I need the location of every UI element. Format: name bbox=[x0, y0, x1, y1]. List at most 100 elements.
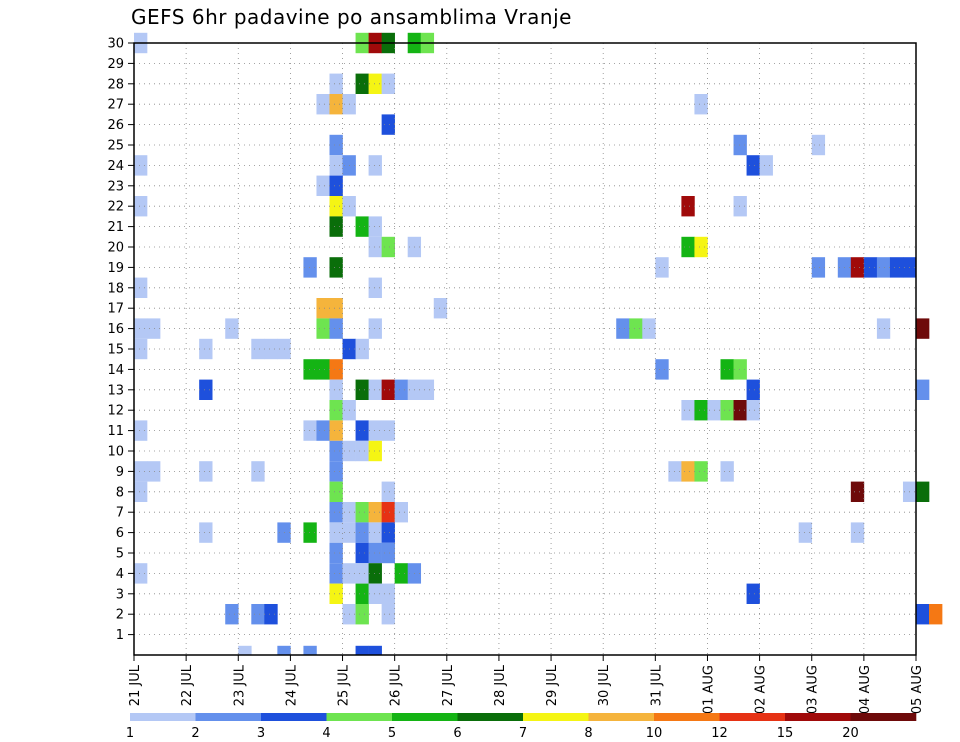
heatmap-cell bbox=[355, 522, 369, 543]
chart-title: GEFS 6hr padavine po ansamblima Vranje bbox=[131, 5, 572, 29]
colorbar-swatch bbox=[457, 713, 524, 721]
heatmap-cell bbox=[264, 338, 278, 360]
heatmap-cell bbox=[368, 542, 382, 564]
heatmap-cell bbox=[329, 563, 343, 584]
heatmap-cell bbox=[368, 420, 382, 441]
heatmap-cell bbox=[316, 359, 330, 380]
heatmap-cell bbox=[355, 216, 369, 237]
heatmap-cell bbox=[381, 502, 395, 523]
heatmap-cell bbox=[329, 216, 343, 237]
heatmap-cell bbox=[264, 604, 278, 625]
colorbar-swatch bbox=[326, 713, 393, 721]
y-tick-label: 1 bbox=[116, 628, 124, 643]
y-tick-label: 23 bbox=[107, 179, 124, 194]
heatmap-cell bbox=[811, 257, 826, 278]
heatmap-cell bbox=[329, 502, 343, 523]
heatmap-cell bbox=[746, 155, 760, 176]
y-tick-label: 26 bbox=[107, 118, 124, 133]
x-tick-label: 01 AUG bbox=[701, 665, 716, 714]
heatmap-cell bbox=[368, 155, 382, 176]
heatmap-cell bbox=[746, 583, 760, 604]
heatmap-cell bbox=[394, 502, 408, 523]
x-tick-label: 04 AUG bbox=[858, 665, 873, 714]
heatmap-cell bbox=[316, 94, 330, 115]
y-tick-label: 17 bbox=[107, 302, 124, 317]
x-tick-label: 05 AUG bbox=[910, 665, 925, 714]
heatmap-cell bbox=[355, 604, 369, 625]
x-tick-label: 25 JUL bbox=[337, 664, 352, 706]
y-tick-label: 29 bbox=[107, 57, 124, 72]
heatmap-cell bbox=[368, 522, 382, 543]
heatmap-cell bbox=[368, 440, 382, 462]
heatmap-cell bbox=[329, 257, 343, 278]
x-tick-label: 29 JUL bbox=[545, 664, 560, 706]
heatmap-cell bbox=[798, 522, 813, 543]
x-tick-label: 30 JUL bbox=[597, 664, 612, 706]
colorbar-swatch bbox=[523, 713, 589, 721]
x-tick-label: 03 AUG bbox=[806, 665, 821, 714]
colorbar-swatch bbox=[785, 713, 851, 721]
heatmap-cell bbox=[355, 440, 369, 462]
y-axis: 1234567891011121314151617181920212223242… bbox=[107, 37, 134, 643]
colorbar-swatch bbox=[654, 713, 720, 721]
heatmap-cell bbox=[147, 318, 161, 339]
heatmap-cell bbox=[733, 400, 747, 421]
heatmap-cell bbox=[303, 359, 317, 380]
y-tick-label: 2 bbox=[116, 608, 124, 623]
cells-layer bbox=[134, 32, 943, 655]
heatmap-cell bbox=[251, 461, 265, 482]
heatmap-cell bbox=[199, 461, 213, 482]
colorbar-swatch bbox=[588, 713, 655, 721]
heatmap-cell bbox=[368, 277, 382, 298]
y-tick-label: 24 bbox=[107, 159, 124, 174]
x-tick-label: 28 JUL bbox=[493, 664, 508, 706]
y-tick-label: 18 bbox=[107, 281, 124, 296]
y-tick-label: 21 bbox=[107, 220, 124, 235]
heatmap-cell bbox=[329, 73, 343, 94]
heatmap-cell bbox=[329, 94, 343, 115]
heatmap-cell bbox=[329, 461, 343, 482]
heatmap-cell bbox=[642, 318, 656, 339]
heatmap-cell bbox=[329, 542, 343, 564]
colorbar-label: 3 bbox=[257, 726, 265, 741]
heatmap-cell bbox=[368, 73, 382, 94]
heatmap-cell bbox=[668, 461, 682, 482]
y-tick-label: 5 bbox=[116, 547, 124, 562]
colorbar-label: 15 bbox=[777, 726, 794, 741]
y-tick-label: 28 bbox=[107, 77, 124, 92]
heatmap-cell bbox=[381, 236, 395, 258]
heatmap-cell bbox=[134, 338, 148, 360]
heatmap-cell bbox=[303, 645, 317, 655]
heatmap-cell bbox=[329, 420, 343, 441]
y-tick-label: 19 bbox=[107, 261, 124, 276]
heatmap-cell bbox=[368, 236, 382, 258]
colorbar-swatch bbox=[719, 713, 786, 721]
y-tick-label: 30 bbox=[107, 37, 124, 52]
heatmap-cell bbox=[316, 175, 330, 196]
colorbar-label: 2 bbox=[191, 726, 199, 741]
heatmap-cell bbox=[199, 522, 213, 543]
heatmap-cell bbox=[303, 522, 317, 543]
x-tick-label: 22 JUL bbox=[180, 664, 195, 706]
x-tick-label: 23 JUL bbox=[232, 664, 247, 706]
colorbar-swatch bbox=[130, 713, 196, 721]
heatmap-cell bbox=[394, 563, 408, 584]
heatmap-cell bbox=[329, 400, 343, 421]
heatmap-cell bbox=[720, 461, 734, 482]
heatmap-cell bbox=[655, 359, 669, 380]
heatmap-cell bbox=[694, 94, 708, 115]
heatmap-cell bbox=[355, 73, 369, 94]
heatmap-cell bbox=[368, 583, 382, 604]
heatmap-cell bbox=[694, 461, 708, 482]
colorbar-swatch bbox=[195, 713, 262, 721]
heatmap-cell bbox=[355, 542, 369, 564]
heatmap-cell bbox=[733, 359, 747, 380]
colorbar-swatch bbox=[392, 713, 458, 721]
y-tick-label: 3 bbox=[116, 587, 124, 602]
y-tick-label: 8 bbox=[116, 485, 124, 500]
heatmap-cell bbox=[199, 379, 213, 400]
heatmap-cell bbox=[381, 583, 395, 604]
heatmap-cell bbox=[916, 481, 930, 502]
